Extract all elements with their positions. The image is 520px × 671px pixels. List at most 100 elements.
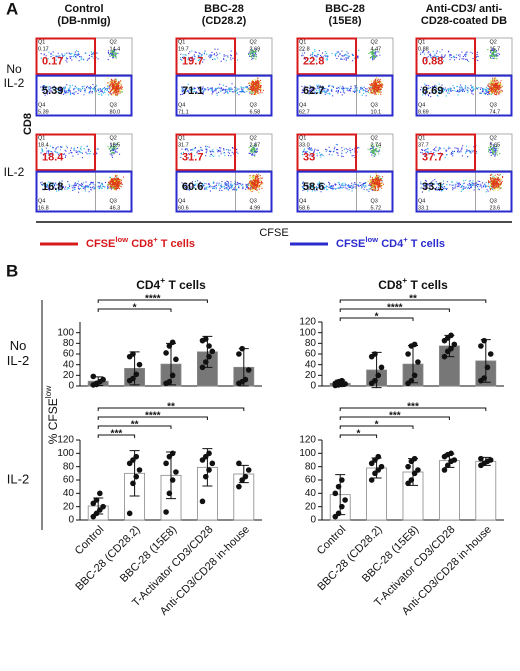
cd8-percent: 31.7 — [182, 151, 203, 163]
y-tick-label: 60 — [305, 349, 317, 360]
quadrant-name: Q2 — [250, 39, 257, 45]
data-point — [209, 460, 216, 467]
data-point — [100, 376, 106, 383]
quadrant-name: Q1 — [38, 39, 45, 45]
panel-letter: B — [6, 261, 18, 280]
data-point — [448, 450, 454, 457]
row-label: IL-2 — [7, 353, 29, 368]
quadrant-value: 10.1 — [371, 109, 382, 115]
data-point — [441, 467, 448, 473]
data-point — [339, 503, 345, 510]
quadrant-name: Q1 — [418, 135, 425, 141]
event-dots — [41, 145, 118, 192]
y-tick-label: 100 — [57, 327, 74, 338]
significance-bracket — [97, 299, 208, 303]
data-point — [133, 473, 140, 480]
significance-label: ** — [167, 402, 175, 413]
legend-label: CFSElow CD4+ T cells — [336, 235, 445, 250]
cd8-gate — [296, 133, 358, 172]
quadrant-value: 37.7 — [418, 142, 429, 148]
quadrant-name: Q2 — [490, 135, 497, 141]
significance-label: ** — [409, 294, 417, 305]
data-point — [169, 477, 176, 483]
quadrant-value: 4.99 — [250, 205, 261, 211]
quadrant-name: Q1 — [299, 39, 306, 45]
significance-bracket — [339, 299, 487, 303]
data-point — [236, 460, 242, 467]
quadrant-value: 19.7 — [178, 46, 189, 52]
data-point — [169, 450, 176, 457]
plot-frame — [296, 37, 394, 117]
data-point — [335, 483, 342, 490]
data-point — [163, 350, 169, 356]
cd4-percent: 71.1 — [182, 85, 203, 97]
cd8-gate — [35, 37, 97, 76]
cd8-percent: 0.17 — [42, 55, 63, 67]
cd4-gate — [415, 74, 513, 117]
data-point — [130, 351, 136, 357]
row-label: IL-2 — [4, 165, 25, 179]
significance-bracket — [97, 425, 172, 429]
column-title-part: + — [160, 275, 165, 285]
y-tick-label: 20 — [63, 370, 75, 381]
quadrant-name: Q3 — [110, 198, 117, 204]
column-header: (15E8) — [328, 15, 361, 27]
significance-bracket — [339, 308, 450, 312]
column-title-part: + — [402, 275, 407, 285]
y-tick-label: 0 — [310, 381, 316, 392]
cd8-gate — [175, 37, 237, 76]
column-title-part: T cells — [165, 278, 206, 292]
data-point — [236, 483, 242, 490]
quadrant-value: 5.72 — [371, 205, 382, 211]
y-tick-label: 120 — [299, 317, 316, 328]
cd4-percent: 58.6 — [303, 181, 324, 193]
data-point — [199, 498, 206, 505]
y-tick-label: 40 — [305, 488, 317, 499]
data-point — [411, 341, 418, 348]
quadrant-value: 5.65 — [490, 142, 501, 148]
quadrant-value: 2.67 — [250, 142, 261, 148]
data-point — [90, 373, 97, 380]
y-axis-label-part: low — [43, 385, 53, 399]
data-point — [133, 371, 140, 378]
quadrant-value: 60.6 — [178, 205, 189, 211]
quadrant-value: 18.5 — [110, 142, 121, 148]
y-tick-label: 40 — [63, 488, 75, 499]
quadrant-name: Q3 — [371, 102, 378, 108]
data-point — [405, 351, 411, 357]
cd4-percent: 62.7 — [303, 85, 324, 97]
legend-label-part: + — [403, 235, 408, 244]
data-point — [163, 509, 169, 515]
data-point — [451, 341, 458, 348]
event-dots — [420, 47, 501, 98]
quadrant-value: 62.7 — [299, 109, 310, 115]
event-dots — [108, 49, 123, 97]
data-point — [448, 332, 454, 339]
data-point — [136, 361, 143, 368]
y-tick-label: 80 — [305, 461, 317, 472]
column-header: (DB-nmIg) — [57, 15, 110, 27]
cd4-gate — [175, 74, 273, 117]
column-header: Anti-CD3/ anti- — [426, 3, 503, 15]
quadrant-name: Q4 — [38, 198, 45, 204]
cd8-gate — [175, 133, 237, 172]
y-tick-label: 80 — [63, 338, 75, 349]
significance-label: **** — [387, 303, 403, 314]
data-point — [130, 375, 136, 382]
event-dots — [487, 173, 504, 191]
data-point — [202, 359, 209, 365]
column-header: Control — [64, 3, 103, 15]
data-point — [478, 455, 484, 462]
data-point — [451, 457, 458, 463]
quadrant-name: Q2 — [110, 135, 117, 141]
data-point — [236, 351, 242, 357]
data-point — [408, 377, 415, 384]
x-tick-label: Control — [73, 524, 107, 558]
quadrant-name: Q3 — [250, 198, 257, 204]
quadrant-name: Q1 — [299, 135, 306, 141]
quadrant-value: 46.3 — [110, 205, 121, 211]
quadrant-value: 31.7 — [178, 142, 189, 148]
data-point — [202, 336, 209, 342]
panel-letter: A — [6, 0, 18, 18]
